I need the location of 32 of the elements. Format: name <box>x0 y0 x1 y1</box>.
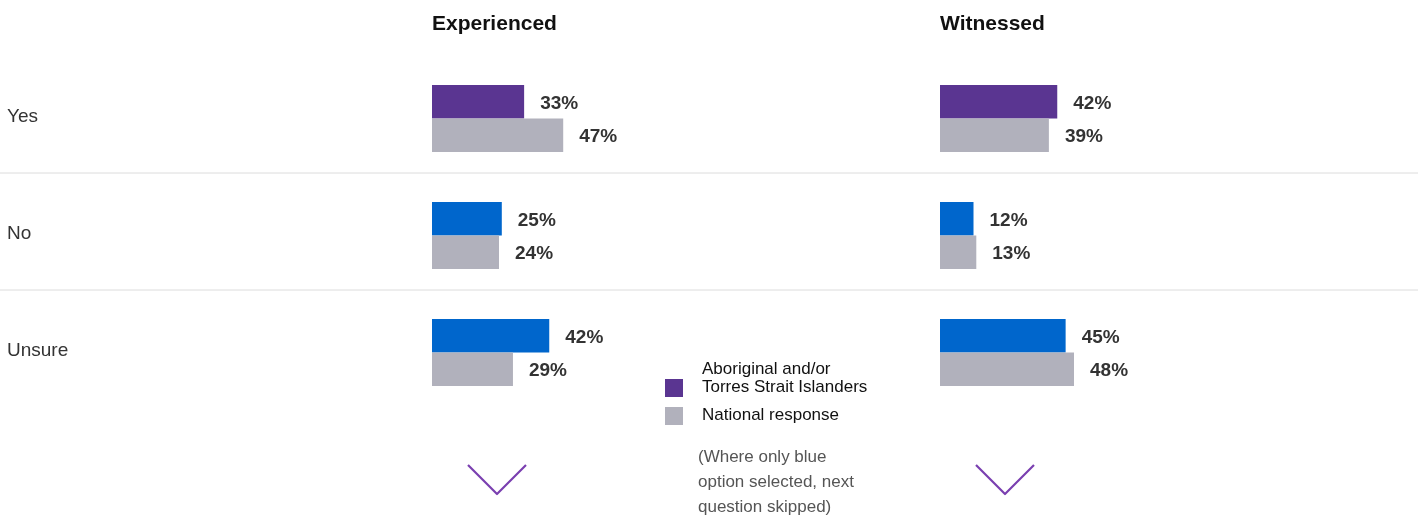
legend-label: Aboriginal and/or Torres Strait Islanders <box>702 359 868 396</box>
bar <box>432 319 550 353</box>
chart-title: Experienced <box>432 11 557 34</box>
data-label: 13% <box>992 242 1031 264</box>
bar <box>940 235 977 269</box>
data-label: 42% <box>565 325 604 347</box>
bar <box>432 352 513 386</box>
y-tick-label: Unsure <box>7 338 69 360</box>
legend-label: National response <box>702 405 840 424</box>
data-label: 12% <box>989 208 1028 230</box>
data-label: 24% <box>515 242 554 264</box>
chart-title: Witnessed <box>940 11 1045 34</box>
bar <box>940 352 1074 386</box>
y-tick-label: Yes <box>7 104 38 126</box>
bar <box>940 319 1066 353</box>
data-label: 29% <box>528 359 568 381</box>
text: (Where only blue option selected, next question skipped) <box>698 447 855 516</box>
data-label: 25% <box>517 208 556 230</box>
data-label: 42% <box>1073 91 1112 113</box>
data-label: 47% <box>579 125 618 147</box>
bar <box>432 118 564 152</box>
bar <box>940 85 1058 119</box>
bar <box>432 202 502 236</box>
bar <box>432 85 525 119</box>
bar <box>432 235 499 269</box>
data-label: 45% <box>1081 325 1120 347</box>
y-tick-label: No <box>7 221 32 243</box>
bar <box>940 202 974 236</box>
data-label: 33% <box>540 91 579 113</box>
data-label: 48% <box>1090 359 1129 381</box>
bar <box>940 118 1049 152</box>
data-label: 39% <box>1064 125 1104 147</box>
